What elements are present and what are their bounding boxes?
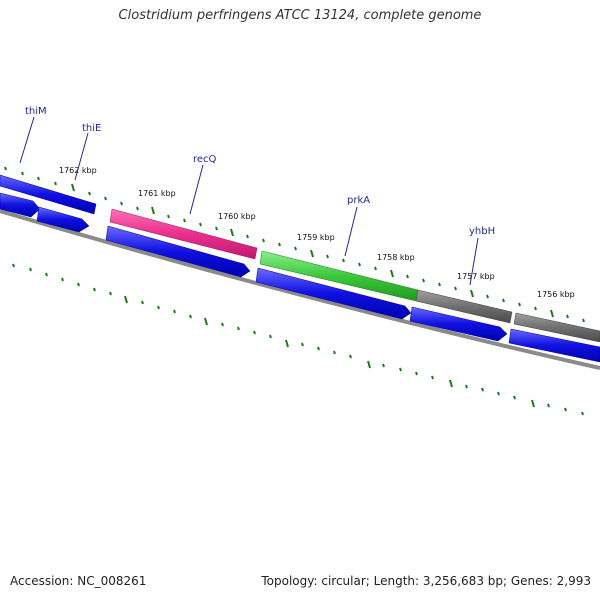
- kbp-label-1757: 1757 kbp: [457, 272, 495, 281]
- gene-thiE-arrow: [0, 192, 41, 218]
- gene-label-thiM: thiM: [25, 106, 47, 117]
- gene-label-prkA: prkA: [347, 195, 370, 206]
- genome-summary-text: Topology: circular; Length: 3,256,683 bp…: [261, 574, 591, 588]
- gene-label-thiE: thiE: [82, 123, 101, 134]
- kbp-label-1762: 1762 kbp: [59, 166, 97, 175]
- map-title: Clostridium perfringens ATCC 13124, comp…: [118, 8, 482, 23]
- kbp-label-1758: 1758 kbp: [377, 253, 415, 262]
- genome-backbone: [0, 209, 600, 370]
- kbp-label-1756: 1756 kbp: [537, 290, 575, 299]
- inner-tick-row: [12, 263, 584, 416]
- gene-blue-arrow-5: [409, 306, 508, 342]
- gene-label-yhbH: yhbH: [469, 226, 495, 237]
- accession-text: Accession: NC_008261: [10, 574, 147, 588]
- gene-gray-arrow-2: [513, 312, 600, 343]
- gene-blue-arrow-3: [105, 225, 251, 278]
- gene-label-recQ: recQ: [193, 154, 217, 165]
- gene-recQ-arrow: [109, 208, 258, 260]
- gene-blue-arrow-2: [36, 206, 90, 233]
- gene-thiM-arrow: [0, 174, 97, 215]
- kbp-label-1760: 1760 kbp: [218, 212, 256, 221]
- kbp-label-1759: 1759 kbp: [297, 233, 335, 242]
- gene-blue-arrow-4: [255, 267, 412, 320]
- outer-gene-track: [0, 174, 600, 343]
- kbp-label-1761: 1761 kbp: [138, 189, 176, 198]
- gene-yhbH-arrow: [415, 289, 513, 324]
- label-leaders: [19, 116, 479, 286]
- gene-blue-arrow-6: [508, 328, 600, 363]
- inner-gene-track: [0, 192, 600, 363]
- outer-tick-row: [4, 166, 585, 323]
